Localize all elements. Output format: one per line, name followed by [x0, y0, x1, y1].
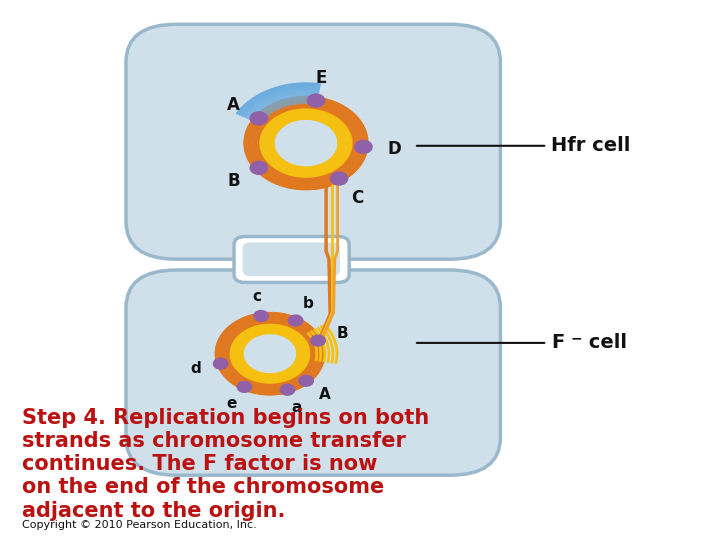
- Text: −: −: [571, 331, 582, 345]
- Text: b: b: [303, 296, 314, 311]
- Text: E: E: [315, 69, 327, 87]
- Text: B: B: [336, 327, 348, 341]
- FancyBboxPatch shape: [243, 242, 340, 276]
- Text: c: c: [252, 289, 261, 305]
- Circle shape: [213, 358, 228, 369]
- FancyBboxPatch shape: [126, 24, 500, 259]
- Circle shape: [299, 375, 313, 386]
- Circle shape: [254, 310, 269, 321]
- Text: Hfr cell: Hfr cell: [551, 136, 630, 156]
- Text: Copyright © 2010 Pearson Education, Inc.: Copyright © 2010 Pearson Education, Inc.: [22, 520, 256, 530]
- Text: e: e: [226, 396, 237, 411]
- Circle shape: [307, 94, 325, 107]
- Text: d: d: [190, 361, 201, 376]
- Circle shape: [330, 172, 348, 185]
- Text: on the end of the chromosome: on the end of the chromosome: [22, 477, 384, 497]
- Circle shape: [288, 315, 302, 326]
- FancyBboxPatch shape: [126, 270, 500, 475]
- Circle shape: [355, 140, 372, 153]
- Text: continues. The F factor is now: continues. The F factor is now: [22, 454, 377, 474]
- Circle shape: [250, 161, 267, 174]
- Text: adjacent to the origin.: adjacent to the origin.: [22, 501, 285, 521]
- Text: A: A: [227, 96, 240, 114]
- FancyBboxPatch shape: [238, 243, 346, 275]
- Text: strands as chromosome transfer: strands as chromosome transfer: [22, 431, 405, 451]
- Text: B: B: [227, 172, 240, 190]
- Circle shape: [280, 384, 294, 395]
- Text: a: a: [291, 401, 302, 415]
- Text: F: F: [551, 333, 564, 353]
- Text: A: A: [319, 387, 330, 402]
- Text: cell: cell: [582, 333, 626, 353]
- Text: Step 4. Replication begins on both: Step 4. Replication begins on both: [22, 408, 429, 428]
- Circle shape: [250, 112, 267, 125]
- Circle shape: [237, 381, 252, 392]
- Circle shape: [311, 335, 325, 346]
- Text: C: C: [351, 188, 363, 206]
- Text: D: D: [387, 140, 401, 158]
- FancyBboxPatch shape: [234, 237, 349, 282]
